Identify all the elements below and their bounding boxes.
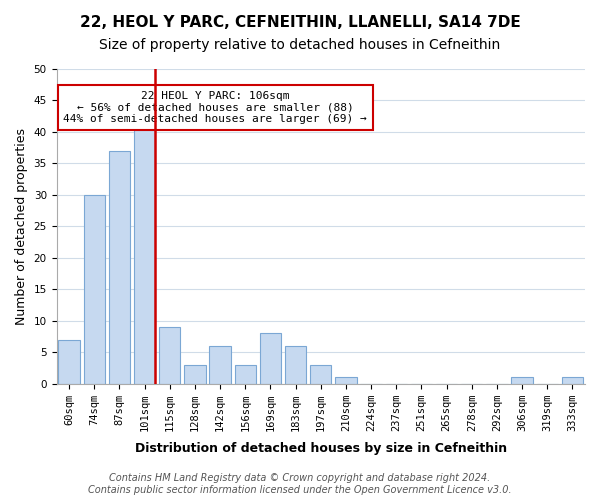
Bar bbox=[562, 378, 583, 384]
Bar bbox=[511, 378, 533, 384]
Bar bbox=[260, 334, 281, 384]
Bar bbox=[235, 365, 256, 384]
Bar bbox=[335, 378, 356, 384]
Bar bbox=[109, 151, 130, 384]
Bar bbox=[310, 365, 331, 384]
Bar bbox=[209, 346, 231, 384]
Bar bbox=[134, 126, 155, 384]
Text: 22 HEOL Y PARC: 106sqm
← 56% of detached houses are smaller (88)
44% of semi-det: 22 HEOL Y PARC: 106sqm ← 56% of detached… bbox=[63, 91, 367, 124]
Bar bbox=[83, 195, 105, 384]
Y-axis label: Number of detached properties: Number of detached properties bbox=[15, 128, 28, 325]
Bar bbox=[159, 327, 181, 384]
Bar bbox=[58, 340, 80, 384]
Bar bbox=[184, 365, 206, 384]
Text: 22, HEOL Y PARC, CEFNEITHIN, LLANELLI, SA14 7DE: 22, HEOL Y PARC, CEFNEITHIN, LLANELLI, S… bbox=[80, 15, 520, 30]
X-axis label: Distribution of detached houses by size in Cefneithin: Distribution of detached houses by size … bbox=[135, 442, 507, 455]
Bar bbox=[285, 346, 306, 384]
Text: Contains HM Land Registry data © Crown copyright and database right 2024.
Contai: Contains HM Land Registry data © Crown c… bbox=[88, 474, 512, 495]
Text: Size of property relative to detached houses in Cefneithin: Size of property relative to detached ho… bbox=[100, 38, 500, 52]
